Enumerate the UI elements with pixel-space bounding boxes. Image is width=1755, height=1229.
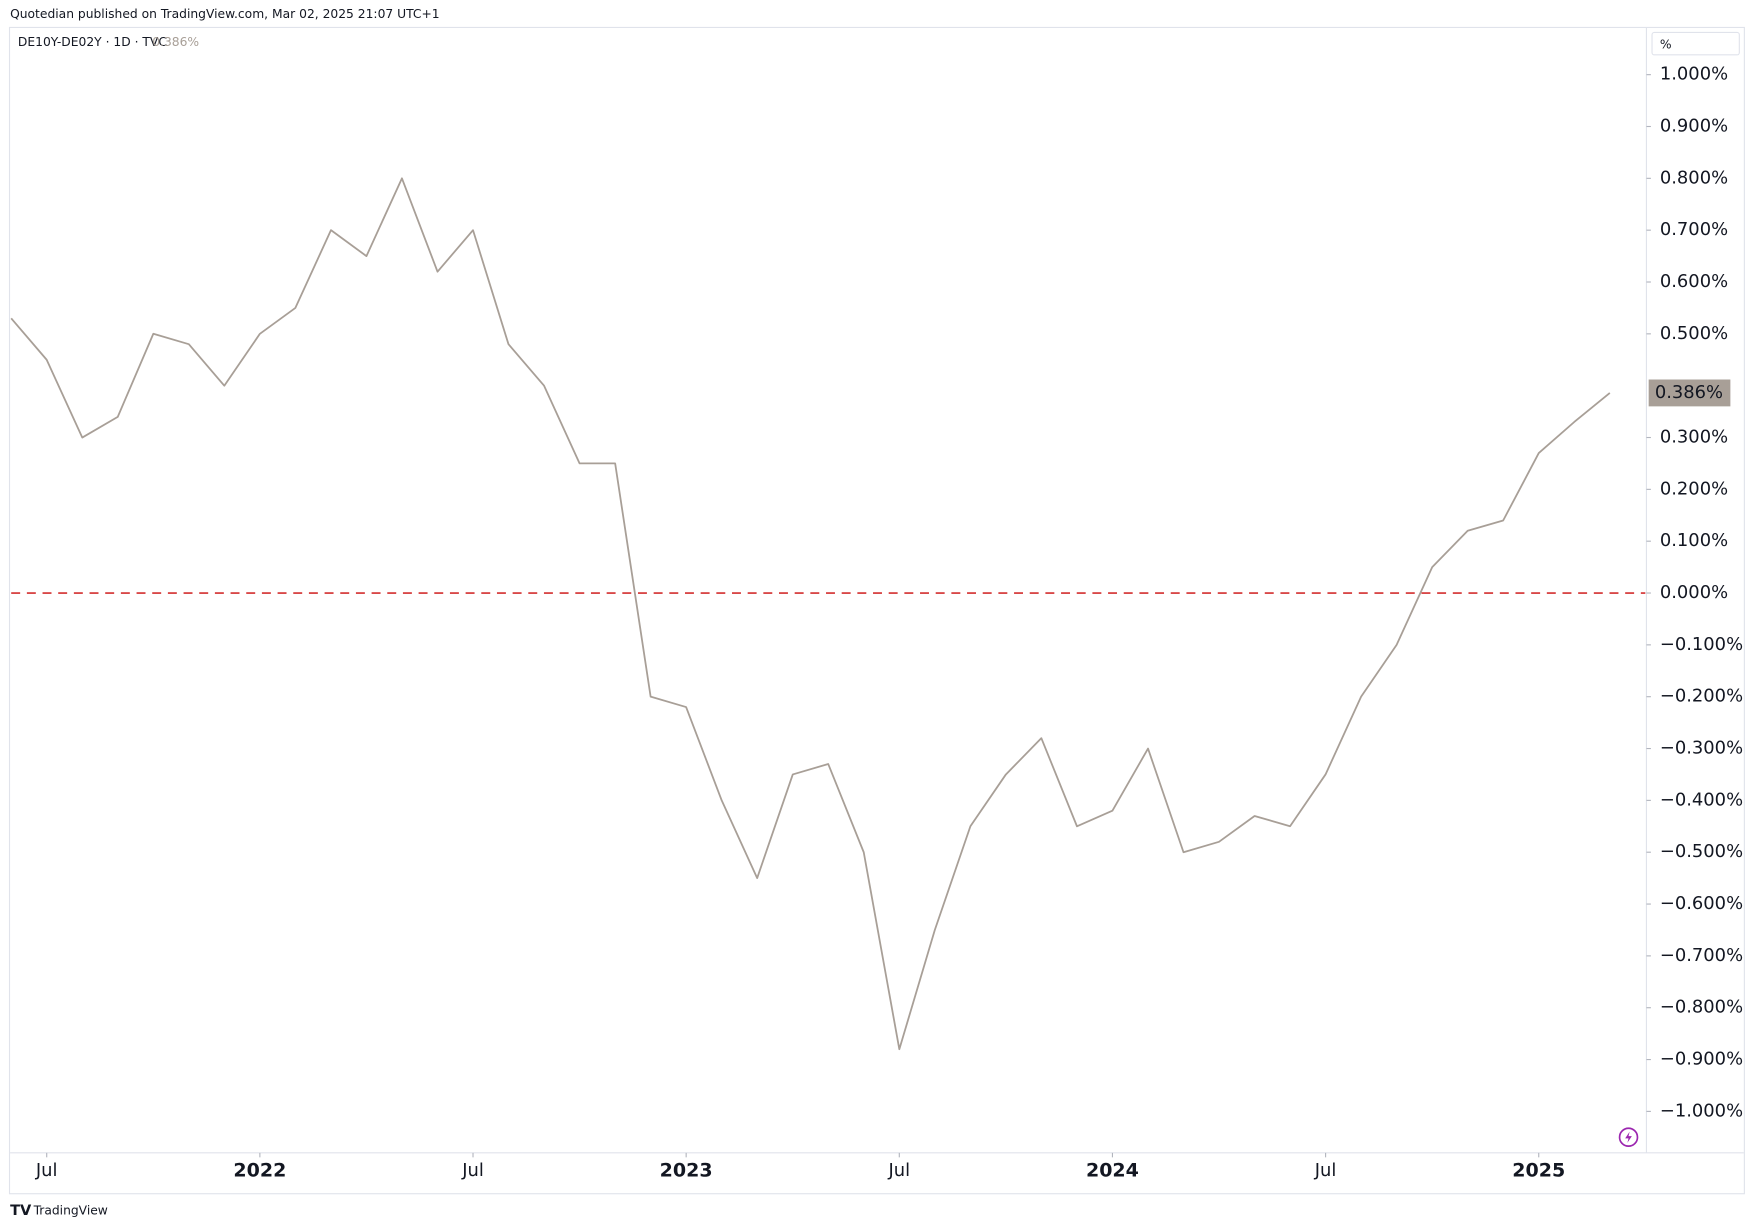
y-tick-label: −0.500% xyxy=(1660,841,1743,862)
y-tick-label: −0.400% xyxy=(1660,789,1743,810)
y-tick-label: 0.600% xyxy=(1660,271,1728,292)
publish-header: Quotedian published on TradingView.com, … xyxy=(10,7,440,21)
footer-brand: TradingView xyxy=(33,1204,108,1218)
y-tick-label: −1.000% xyxy=(1660,1100,1743,1121)
x-tick-label: 2022 xyxy=(233,1159,286,1181)
x-tick-label: 2023 xyxy=(660,1159,713,1181)
y-tick-label: −0.900% xyxy=(1660,1049,1743,1070)
x-tick-label: Jul xyxy=(888,1160,911,1181)
unit-label: % xyxy=(1660,37,1672,51)
symbol-legend: DE10Y-DE02Y · 1D · TVC xyxy=(18,35,167,49)
x-tick-label: Jul xyxy=(1314,1160,1337,1181)
x-tick-label: 2025 xyxy=(1512,1159,1565,1181)
unit-box[interactable] xyxy=(1651,31,1740,56)
y-tick-label: −0.600% xyxy=(1660,893,1743,914)
y-tick-label: −0.300% xyxy=(1660,738,1743,759)
y-tick-label: 0.000% xyxy=(1660,582,1728,603)
x-tick-label: 2024 xyxy=(1086,1159,1139,1181)
y-tick-label: 0.300% xyxy=(1660,427,1728,448)
y-tick-label: 0.100% xyxy=(1660,530,1728,551)
y-tick-label: −0.200% xyxy=(1660,686,1743,707)
y-tick-label: 0.800% xyxy=(1660,167,1728,188)
y-tick-label: −0.100% xyxy=(1660,634,1743,655)
series-line xyxy=(10,177,1611,1051)
lightning-icon[interactable] xyxy=(1618,1127,1639,1147)
y-tick-label: −0.700% xyxy=(1660,945,1743,966)
y-tick-label: 1.000% xyxy=(1660,64,1728,85)
last-price-box xyxy=(1648,379,1731,407)
y-tick-label: 0.500% xyxy=(1660,323,1728,344)
tv-logo: 𝗧𝗩 xyxy=(10,1202,32,1219)
y-tick-label: 0.900% xyxy=(1660,115,1728,136)
x-tick-label: Jul xyxy=(461,1160,484,1181)
chart-frame xyxy=(8,26,1745,1195)
y-tick-label: 0.700% xyxy=(1660,219,1728,240)
legend-value: 0.386% xyxy=(152,35,199,49)
y-tick-label: 0.200% xyxy=(1660,478,1728,499)
y-tick-label: −0.800% xyxy=(1660,997,1743,1018)
last-price-label: 0.386% xyxy=(1655,382,1723,403)
x-tick-label: Jul xyxy=(35,1160,58,1181)
